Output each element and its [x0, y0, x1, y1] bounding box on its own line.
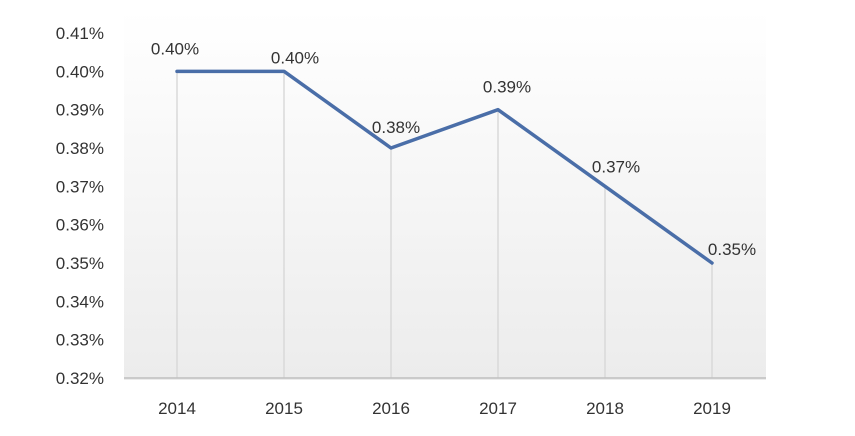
y-tick-label: 0.35% [56, 254, 104, 273]
plot-background [124, 10, 766, 380]
y-tick-label: 0.34% [56, 292, 104, 311]
y-tick-label: 0.33% [56, 331, 104, 350]
data-labels: 0.40% 0.40% 0.38% 0.39% 0.37% 0.35% [151, 39, 756, 259]
y-tick-label: 0.40% [56, 62, 104, 81]
data-label-2019: 0.35% [708, 240, 756, 259]
series-layer [175, 69, 714, 265]
y-tick-label: 0.37% [56, 177, 104, 196]
x-tick-label-2017: 2017 [479, 399, 517, 418]
y-tick-label: 0.39% [56, 101, 104, 120]
y-tick-label: 0.36% [56, 216, 104, 235]
x-tick-label-2019: 2019 [693, 399, 731, 418]
data-label-2015: 0.40% [271, 48, 319, 67]
y-tick-label: 0.38% [56, 139, 104, 158]
drop-lines [176, 71, 713, 378]
data-label-2017: 0.39% [483, 78, 531, 97]
x-tick-label-2018: 2018 [586, 399, 624, 418]
x-tick-label-2015: 2015 [265, 399, 303, 418]
x-tick-label-2014: 2014 [158, 399, 196, 418]
y-tick-label: 0.41% [56, 24, 104, 43]
x-tick-label-2016: 2016 [372, 399, 410, 418]
y-axis-ticks: 0.32% 0.33% 0.34% 0.35% 0.36% 0.37% 0.38% 0.39%… [56, 24, 104, 388]
x-axis-ticks: 2014 2015 2016 2017 2018 2019 [158, 399, 731, 418]
data-label-2018: 0.37% [592, 157, 640, 176]
y-tick-label: 0.32% [56, 369, 104, 388]
data-label-2014: 0.40% [151, 39, 199, 58]
series-line [175, 69, 714, 265]
data-label-2016: 0.38% [372, 118, 420, 137]
